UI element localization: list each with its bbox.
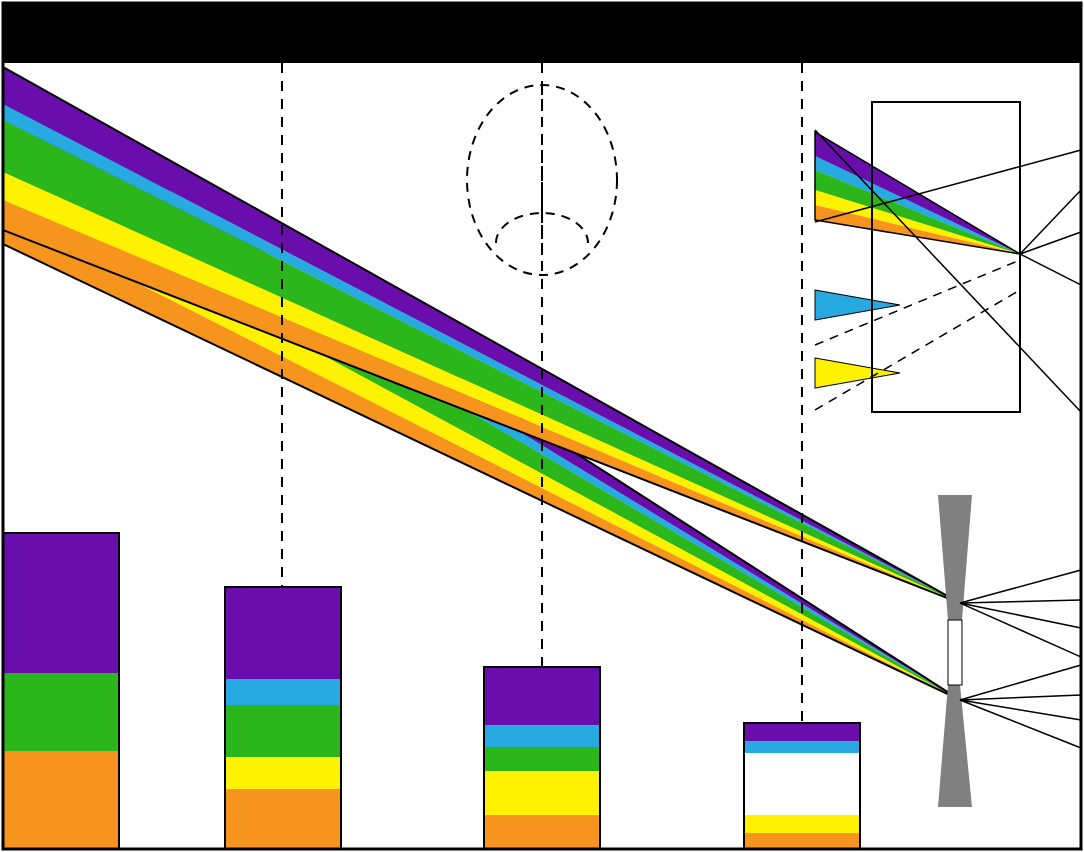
bar-segment (744, 741, 860, 753)
bar-segment (484, 725, 600, 747)
grey-aperture (948, 620, 962, 685)
bar-segment (225, 679, 341, 705)
bar-segment (225, 705, 341, 757)
top-black-band (3, 3, 1081, 63)
bar-segment (744, 815, 860, 833)
bar-segment (3, 533, 119, 673)
diagram-root (0, 0, 1084, 852)
bar-segment (484, 667, 600, 725)
bar-segment (744, 833, 860, 849)
bar-segment (744, 723, 860, 741)
bar-segment (484, 815, 600, 849)
bar-segment (744, 753, 860, 815)
bar-segment (225, 789, 341, 849)
bar-segment (484, 747, 600, 771)
inset-bg (872, 102, 1020, 412)
bar-segment (3, 673, 119, 751)
bar-segment (225, 587, 341, 679)
diagram-svg (0, 0, 1084, 852)
bar-segment (3, 751, 119, 849)
bar-segment (484, 771, 600, 815)
bar-segment (225, 757, 341, 789)
